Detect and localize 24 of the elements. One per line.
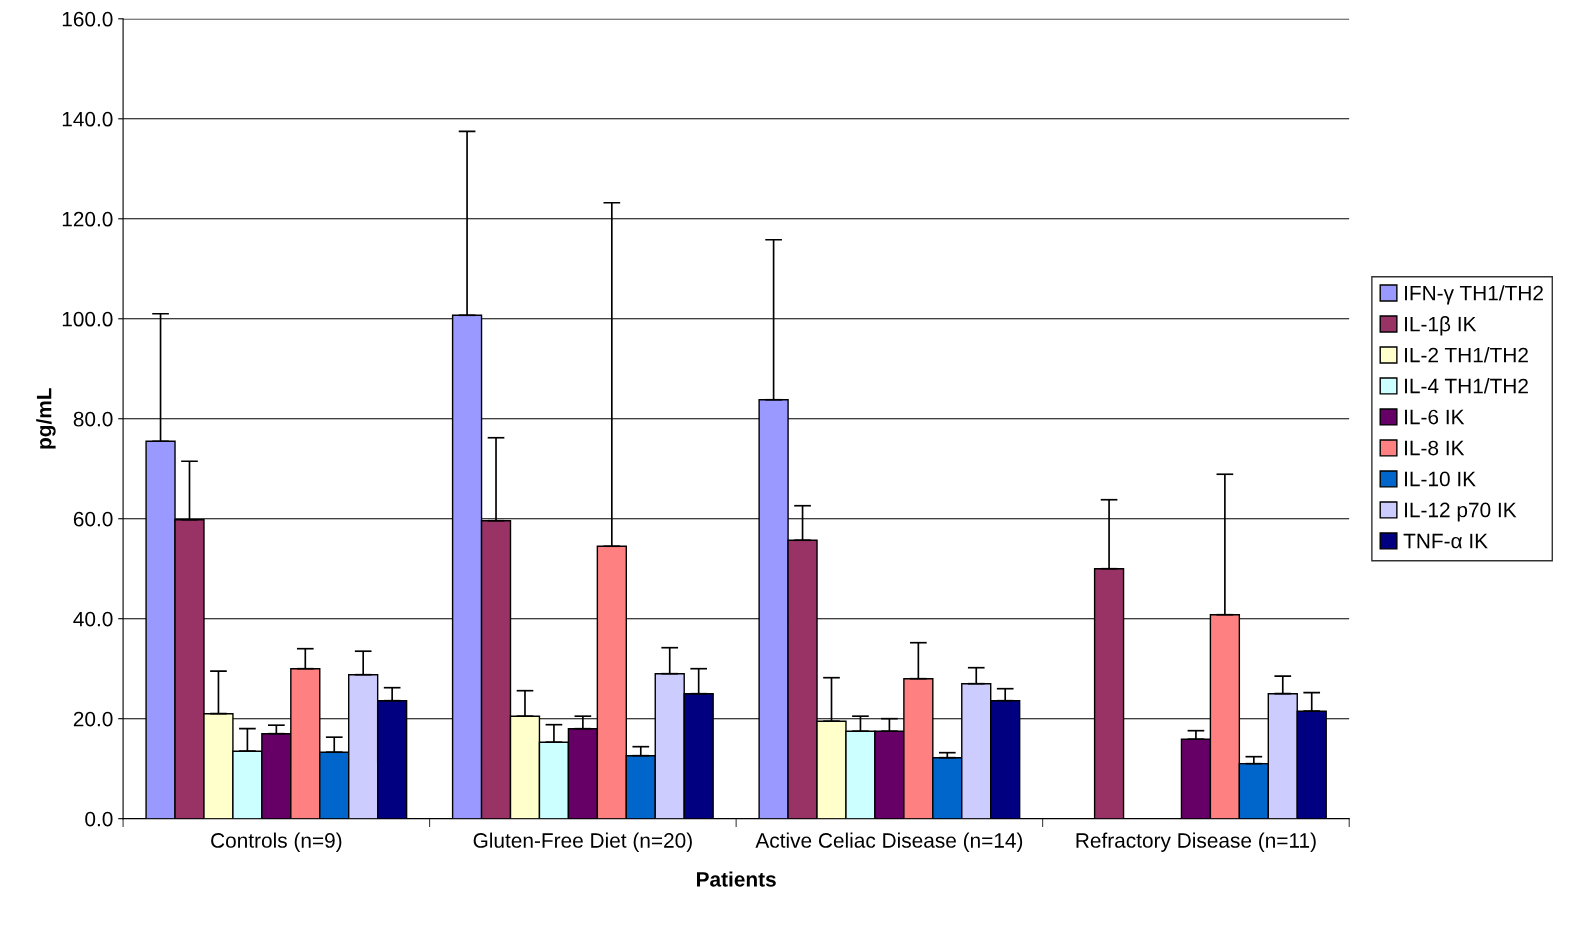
x-tick-label: Refractory Disease (n=11): [1076, 832, 1316, 852]
y-tick-label: 40.0: [73, 611, 113, 627]
y-tick-label: 60.0: [73, 511, 113, 527]
x-tick-label: Active Celiac Disease (n=14): [755, 832, 1023, 852]
legend-label: IL-2 TH1/TH2: [1405, 347, 1528, 363]
legend-label: IFN-γ TH1/TH2: [1405, 285, 1543, 305]
x-axis-title: Patients: [697, 871, 776, 887]
y-tick-label: 0.0: [85, 811, 113, 827]
y-tick-label: 100.0: [62, 311, 113, 327]
y-tick-label: 160.0: [62, 11, 113, 27]
legend-label: TNF-α IK: [1403, 533, 1488, 549]
legend-label: IL-6 IK: [1405, 409, 1465, 425]
legend-label: IL-4 TH1/TH2: [1405, 378, 1528, 394]
legend-label: IL-10 IK: [1405, 471, 1476, 487]
legend-label: IL-12 p70 IK: [1405, 502, 1517, 522]
y-tick-label: 80.0: [73, 411, 113, 427]
x-tick-label: Controls (n=9): [211, 832, 342, 852]
legend-label: IL-8 IK: [1405, 440, 1465, 456]
y-tick-label: 120.0: [62, 211, 113, 227]
y-tick-label: 140.0: [62, 111, 113, 127]
y-tick-label: 20.0: [73, 711, 113, 727]
y-axis-title: pg/mL: [36, 388, 56, 449]
x-tick-label: Gluten-Free Diet (n=20): [473, 832, 692, 852]
legend-label: IL-1β IK: [1405, 316, 1477, 336]
